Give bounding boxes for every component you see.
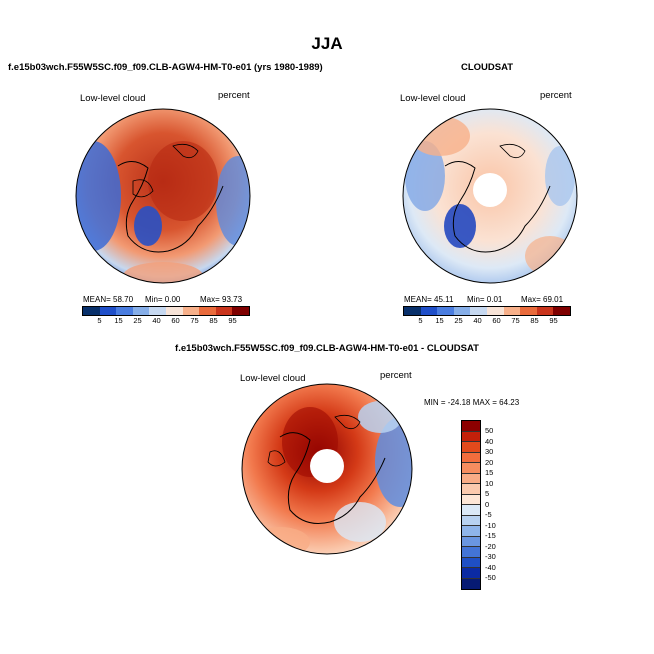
- colorbar-swatch: [470, 307, 487, 315]
- colorbar-swatch: [462, 505, 480, 516]
- colorbar-tick-label: 25: [133, 316, 142, 325]
- panel-1-mean: MEAN= 58.70: [83, 295, 134, 304]
- panel-2-mean: MEAN= 45.11: [404, 295, 454, 304]
- colorbar-swatch: [503, 307, 521, 315]
- panel-3-minmax: MIN = -24.18 MAX = 64.23: [424, 398, 520, 407]
- colorbar-tick-label: 15: [435, 316, 444, 325]
- colorbar-tick-label: 0: [485, 499, 490, 509]
- colorbar-swatch: [462, 431, 480, 442]
- colorbar-tick-label: 15: [114, 316, 123, 325]
- colorbar-swatch: [462, 547, 480, 558]
- panel-2-title: CLOUDSAT: [461, 62, 514, 73]
- colorbar-swatch: [486, 307, 504, 315]
- colorbar-tick-label: 20: [485, 457, 494, 467]
- colorbar-swatch: [232, 307, 249, 315]
- colorbar-tick-label: 5: [97, 316, 102, 325]
- colorbar-tick-label: 60: [171, 316, 180, 325]
- colorbar-tick-label: 50: [485, 426, 494, 435]
- colorbar-swatch: [462, 526, 480, 537]
- colorbar-swatch: [437, 307, 454, 315]
- colorbar-swatch: [462, 557, 480, 568]
- colorbar-swatch: [453, 307, 471, 315]
- page-title: JJA: [311, 34, 343, 53]
- colorbar-swatch: [149, 307, 166, 315]
- panel-3-colorbar: [461, 420, 481, 590]
- panel-2-polar-map: [402, 108, 578, 284]
- colorbar-tick-label: -15: [485, 531, 496, 540]
- panel-3-polar-map: [241, 383, 413, 555]
- colorbar-swatch: [462, 442, 480, 453]
- colorbar-tick-label: -20: [485, 541, 496, 551]
- colorbar-swatch: [462, 473, 480, 484]
- colorbar-swatch: [462, 515, 480, 526]
- colorbar-tick-label: 5: [485, 489, 490, 498]
- colorbar-tick-label: -10: [485, 520, 496, 530]
- panel-2-variable: Low-level cloud: [400, 93, 466, 104]
- panel-2-max: Max= 69.01: [521, 295, 564, 304]
- colorbar-swatch: [199, 307, 216, 315]
- panel-1-polar-map: [75, 108, 251, 284]
- colorbar-tick-label: 60: [492, 316, 501, 325]
- colorbar-tick-label: 40: [152, 316, 161, 325]
- colorbar-swatch: [462, 452, 480, 463]
- colorbar-tick-label: -5: [485, 510, 492, 519]
- colorbar-tick-label: 85: [209, 316, 218, 325]
- colorbar-tick-label: 40: [473, 316, 482, 325]
- colorbar-swatch: [99, 307, 117, 315]
- colorbar-swatch: [462, 421, 480, 432]
- colorbar-swatch: [553, 307, 570, 315]
- colorbar-swatch: [404, 307, 421, 315]
- colorbar-swatch: [83, 307, 100, 315]
- colorbar-swatch: [462, 484, 480, 495]
- colorbar-swatch: [132, 307, 150, 315]
- colorbar-swatch: [420, 307, 438, 315]
- colorbar-swatch: [116, 307, 133, 315]
- colorbar-tick-label: 85: [530, 316, 539, 325]
- colorbar-tick-label: 75: [511, 316, 520, 325]
- colorbar-swatch: [520, 307, 537, 315]
- panel-3-title: f.e15b03wch.F55W5SC.f09_f09.CLB-AGW4-HM-…: [175, 343, 479, 354]
- colorbar-tick-label: -30: [485, 552, 496, 561]
- panel-1-units: percent: [218, 90, 250, 101]
- colorbar-swatch: [215, 307, 233, 315]
- panel-1-variable: Low-level cloud: [80, 93, 146, 104]
- colorbar-swatch: [462, 494, 480, 505]
- panel-1-title: f.e15b03wch.F55W5SC.f09_f09.CLB-AGW4-HM-…: [8, 62, 323, 73]
- colorbar-swatch: [182, 307, 200, 315]
- colorbar-tick-label: 10: [485, 478, 494, 488]
- colorbar-swatch: [462, 463, 480, 474]
- colorbar-swatch: [462, 578, 480, 589]
- colorbar-tick-label: 75: [190, 316, 199, 325]
- colorbar-tick-label: -40: [485, 562, 496, 572]
- colorbar-tick-label: 40: [485, 436, 494, 446]
- colorbar-tick-label: 15: [485, 468, 494, 477]
- colorbar-tick-label: 95: [228, 316, 237, 325]
- colorbar-swatch: [462, 568, 480, 579]
- panel-2-units: percent: [540, 90, 572, 101]
- panel-3-variable: Low-level cloud: [240, 373, 306, 384]
- panel-3-colorbar-ticks: 50 40 30 20 15 10 5 0 -5 -10 -15 -20 -30 -40 -50: [485, 426, 496, 584]
- colorbar-tick-label: 95: [549, 316, 558, 325]
- panel-3-units: percent: [380, 370, 412, 381]
- panel-1-colorbar: 5 15 25 40 60 75 85 95: [82, 306, 250, 325]
- colorbar-swatch: [165, 307, 183, 315]
- colorbar-swatch: [462, 536, 480, 547]
- colorbar-tick-label: 30: [485, 447, 494, 456]
- panel-1-max: Max= 93.73: [200, 295, 243, 304]
- panel-1-min: Min= 0.00: [145, 295, 181, 304]
- colorbar-swatch: [536, 307, 554, 315]
- colorbar-tick-label: -50: [485, 573, 496, 582]
- colorbar-tick-label: 25: [454, 316, 463, 325]
- colorbar-tick-label: 5: [418, 316, 423, 325]
- panel-2-min: Min= 0.01: [467, 295, 503, 304]
- panel-2-colorbar: 5 15 25 40 60 75 85 95: [403, 306, 571, 325]
